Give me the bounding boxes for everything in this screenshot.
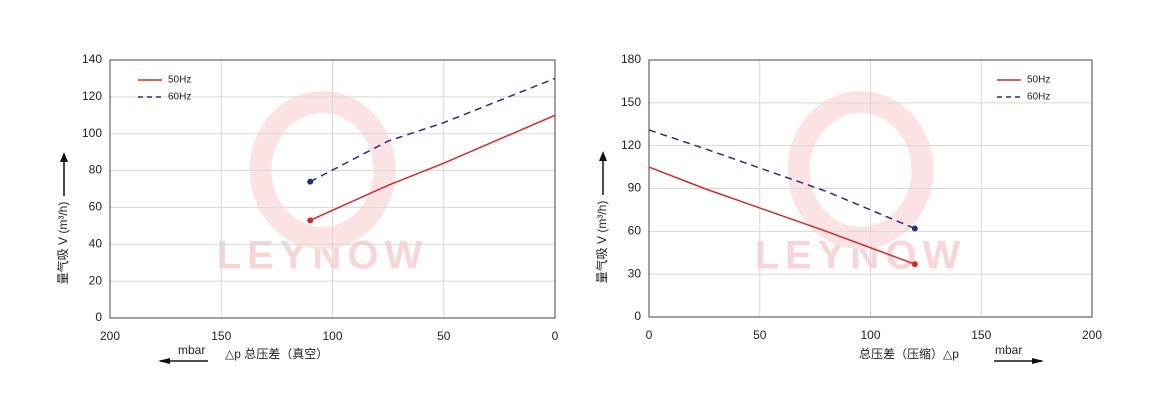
y-tick-label: 90 (628, 181, 642, 195)
watermark-logo (249, 91, 396, 249)
x-tick-label: 200 (100, 329, 120, 343)
legend-label: 60Hz (1027, 92, 1050, 103)
end-point (911, 225, 918, 232)
legend-label: 50Hz (168, 75, 191, 86)
y-axis-label: 量气吸 V (m³/h) (594, 201, 609, 284)
legend-label: 50Hz (1027, 75, 1050, 86)
x-tick-label: 200 (1082, 328, 1102, 342)
x-arrow-head (158, 358, 170, 364)
x-tick-label: 0 (552, 329, 559, 343)
y-tick-label: 30 (628, 266, 642, 280)
series-line (309, 114, 556, 222)
plot-frame (109, 59, 556, 319)
y-arrow-head (599, 151, 607, 161)
x-unit: mbar (178, 343, 205, 357)
end-point (307, 217, 314, 224)
plot-frame (648, 59, 1093, 318)
end-point (307, 178, 314, 185)
y-tick-label: 0 (95, 310, 102, 324)
x-arrow-head (1032, 358, 1044, 364)
y-tick-label: 60 (89, 200, 103, 214)
y-tick-label: 80 (89, 163, 103, 177)
x-tick-label: 100 (322, 329, 342, 343)
x-unit: mbar (995, 343, 1022, 357)
watermark-logo (787, 91, 934, 249)
series-line (309, 77, 556, 183)
y-tick-label: 150 (621, 95, 641, 109)
x-axis-label: △p 总压差（真空） (225, 347, 328, 361)
x-tick-label: 100 (860, 328, 880, 342)
x-tick-label: 0 (646, 328, 653, 342)
y-tick-label: 60 (628, 224, 642, 238)
y-tick-label: 100 (82, 126, 102, 140)
y-tick-label: 180 (621, 52, 641, 66)
series-line (648, 166, 916, 265)
y-tick-label: 20 (89, 273, 103, 287)
x-tick-label: 150 (211, 329, 231, 343)
y-tick-label: 120 (82, 89, 102, 103)
end-point (911, 261, 918, 268)
x-axis-label: 总压差（压缩）△p (859, 346, 959, 361)
y-tick-label: 120 (621, 138, 641, 152)
x-tick-label: 50 (437, 329, 451, 343)
y-tick-label: 140 (82, 52, 102, 66)
y-tick-label: 0 (634, 309, 641, 323)
legend-label: 60Hz (168, 92, 191, 103)
x-tick-label: 50 (753, 328, 767, 342)
y-arrow-head (60, 152, 68, 162)
y-tick-label: 40 (89, 236, 103, 250)
x-tick-label: 150 (971, 328, 991, 342)
series-line (648, 129, 916, 230)
y-axis-label: 量气吸 V (m³/h) (55, 202, 70, 285)
